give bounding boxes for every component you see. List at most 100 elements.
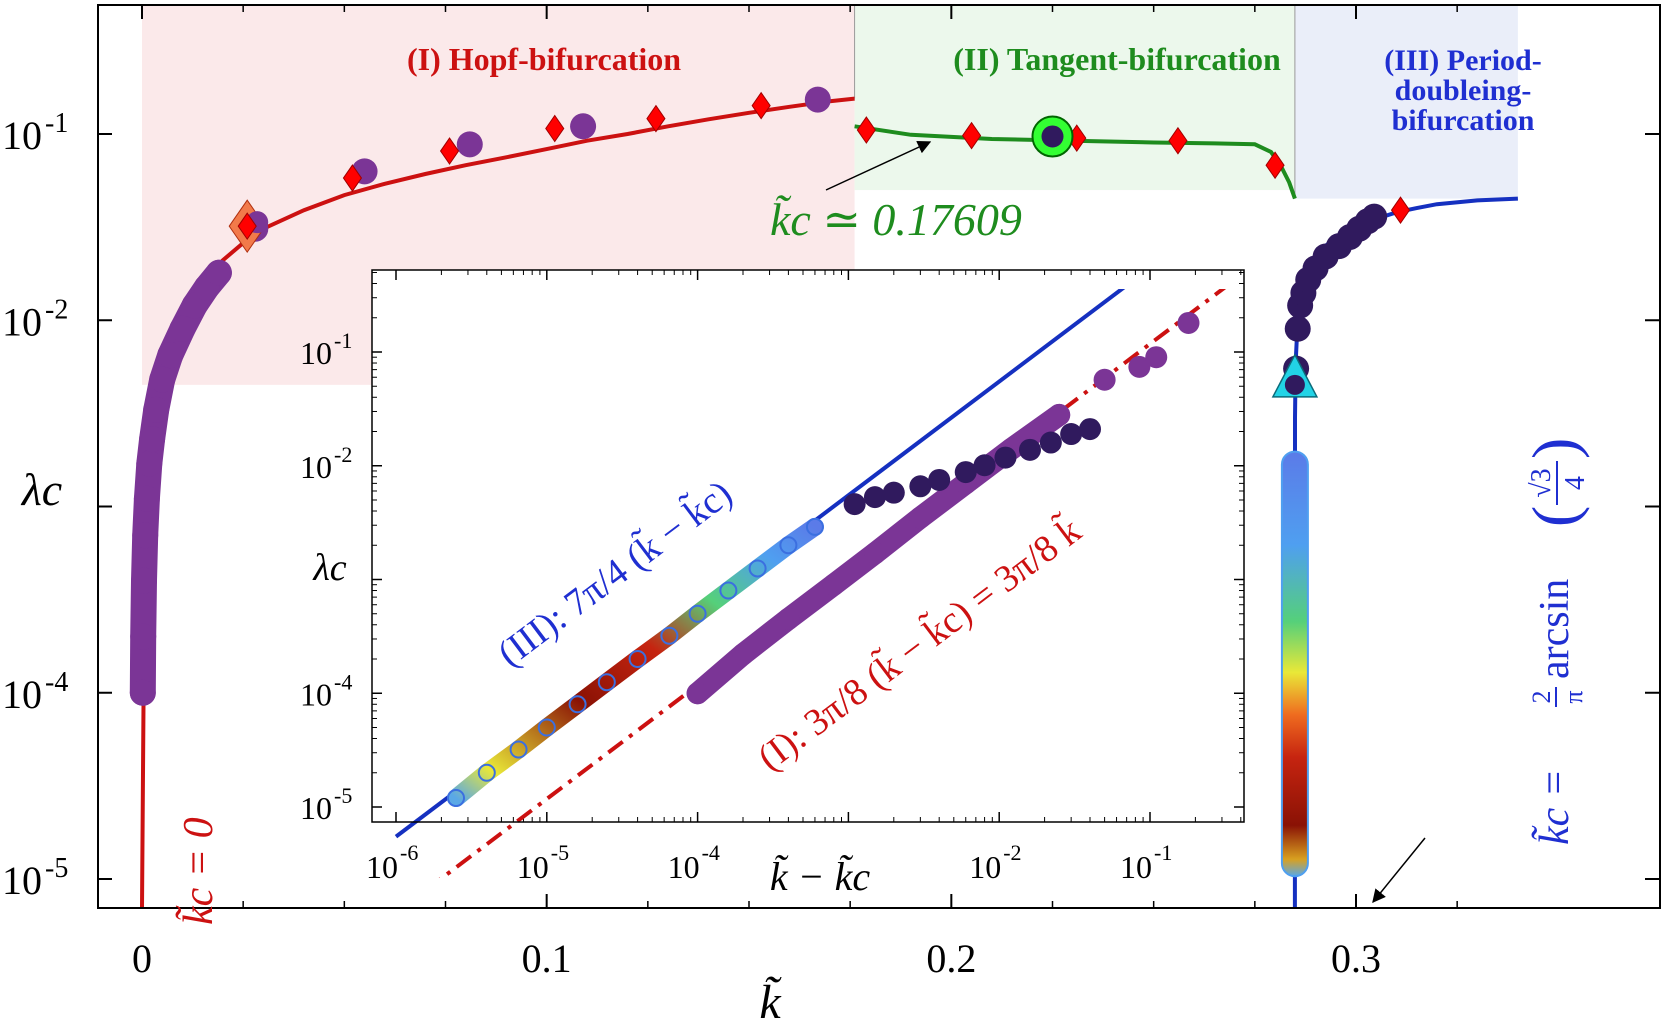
region-pd-label-line3: bifurcation — [1392, 104, 1535, 137]
period-doubling-curve — [1292, 196, 1518, 908]
pd-data-point — [1361, 203, 1388, 230]
inset-x-tick-exponent: -1 — [1154, 840, 1172, 865]
inset-near-threshold-point — [597, 673, 616, 692]
inset-near-threshold-point — [447, 788, 466, 807]
kc-tangent-annotation: k̃c ≃ 0.17609 — [770, 194, 1022, 245]
kc-hopf-annotation: k̃c = 0 — [175, 817, 222, 925]
inset-pd-point — [843, 493, 866, 516]
hopf-data-point — [205, 259, 232, 286]
kc-pd-arg-den: 4 — [1560, 476, 1591, 490]
main-x-tick-label: 0 — [132, 936, 152, 981]
region-tangent-shading — [854, 5, 1295, 191]
main-y-tick-exponent: -5 — [45, 853, 68, 884]
inset-x-tick-label: 10 — [517, 849, 549, 885]
hopf-data-point — [130, 623, 157, 650]
inset-hopf-point — [822, 573, 845, 596]
red-diamond-marker — [342, 164, 363, 192]
inset-hopf-point — [1048, 403, 1071, 426]
hopf-data-point — [139, 426, 166, 453]
kc-pd-func: arcsin — [1532, 579, 1578, 679]
main-x-tick-label: 0.2 — [926, 936, 976, 981]
kc-pd-paren-open: ( — [1519, 506, 1590, 527]
inset-y-tick-label: 10 — [300, 449, 332, 485]
region-period-doubling-shading — [1294, 5, 1518, 199]
inset-data-marks — [447, 311, 1200, 807]
main-axis-ticks: 0 0.1 0.2 0.310 -510 -410 -210 -1 — [2, 5, 1659, 981]
main-y-tick-label: 10 — [2, 858, 42, 903]
hopf-data-point — [169, 315, 196, 342]
inset-hopf-point — [731, 643, 754, 666]
region-pd-label-line2: doubleing- — [1395, 74, 1532, 107]
inset-near-threshold-point — [537, 718, 556, 737]
main-y-tick-label: 10 — [2, 113, 42, 158]
inset-y-tick-exponent: -2 — [334, 442, 352, 467]
red-diamond-marker — [751, 91, 771, 120]
main-x-axis-label: k̃ — [759, 976, 782, 1029]
inset-x-tick-label: 10 — [366, 849, 398, 885]
inset-near-threshold-point — [628, 650, 647, 669]
red-diamond-marker — [439, 137, 460, 165]
inset-y-tick-exponent: -4 — [334, 669, 352, 694]
inset-y-tick-label: 10 — [300, 676, 332, 712]
red-diamond-marker — [961, 121, 982, 150]
main-axes-frame — [97, 4, 1661, 909]
inset-near-threshold-point — [719, 581, 738, 600]
region-hopf-label: (I) Hopf-bifurcation — [407, 41, 681, 77]
inset-near-threshold-band — [447, 517, 824, 807]
hopf-data-point — [132, 522, 159, 549]
inset-x-tick-exponent: -5 — [551, 840, 569, 865]
inset-near-threshold-point — [660, 626, 679, 645]
red-diamond-marker — [856, 116, 876, 144]
inset-x-tick-label: 10 — [1120, 849, 1152, 885]
inset-pd-point — [1060, 423, 1083, 446]
red-diamond-marker — [646, 104, 666, 133]
hopf-data-point — [133, 485, 160, 512]
region-tangent-label: (II) Tangent-bifurcation — [953, 41, 1281, 77]
red-diamond-marker — [1390, 196, 1411, 225]
inset-x-tick-exponent: -4 — [702, 840, 720, 865]
inset-hopf-point — [1093, 368, 1116, 391]
kc-pd-frac-num: 2 — [1527, 691, 1556, 704]
hopf-data-point — [456, 131, 483, 158]
main-x-tick-label: 0.1 — [522, 936, 572, 981]
inset-y-axis-label: λc — [312, 547, 346, 589]
inset-pd-point — [1018, 438, 1041, 461]
main-y-axis-label: λc — [20, 464, 62, 515]
inset-x-tick-exponent: -6 — [400, 840, 418, 865]
main-plot: 0 0.1 0.2 0.310 -510 -410 -210 -1 (I) Hopf-bifu… — [2, 4, 1661, 1029]
main-y-tick-label: 10 — [2, 299, 42, 344]
inset-pd-point — [973, 454, 996, 477]
main-x-tick-label: 0.3 — [1331, 936, 1381, 981]
kc-pd-paren-close: ) — [1519, 438, 1590, 459]
red-diamond-marker — [1265, 151, 1285, 180]
kc-tangent-arrow — [825, 140, 932, 191]
inset-pd-point — [994, 446, 1017, 469]
inset-hopf-point — [777, 607, 800, 630]
inset-pd-point — [1078, 418, 1101, 441]
hopf-data-point — [157, 342, 184, 369]
inset-near-threshold-point — [568, 695, 587, 714]
inset-hopf-point — [1128, 355, 1151, 378]
inset-near-threshold-point — [748, 559, 767, 578]
inset-y-tick-exponent: -5 — [334, 783, 352, 808]
inset-pd-point — [928, 468, 951, 491]
main-y-tick-label: 10 — [2, 672, 42, 717]
inset-axes-frame — [371, 269, 1245, 823]
red-diamond-marker — [545, 114, 565, 143]
inset-plot: 10 -6 10 -5 10 -4 10 -2 10 -110 -510 -410 -210 -1 k̃ … — [300, 269, 1245, 899]
hopf-data-point — [143, 396, 170, 423]
inset-x-axis-label: k̃ − k̃c — [770, 854, 871, 899]
inset-y-tick-label: 10 — [300, 790, 332, 826]
inset-hopf-point — [909, 506, 932, 529]
inset-hopf-point — [1145, 346, 1168, 369]
kc-pd-arg-num: √3 — [1526, 468, 1557, 497]
inset-y-tick-label: 10 — [300, 335, 332, 371]
near-threshold-stripe — [1280, 450, 1309, 878]
kc-pd-annotation: k̃c = 2 π arcsin ( √3 4 ) — [1519, 438, 1591, 845]
inset-hopf-point — [1177, 311, 1200, 334]
hopf-data-point — [131, 567, 158, 594]
main-data-marks — [129, 86, 1411, 706]
inset-hopf-point — [863, 542, 886, 565]
inset-axis-ticks: 10 -6 10 -5 10 -4 10 -2 10 -110 -510 -410 -210 -1 — [300, 270, 1244, 885]
